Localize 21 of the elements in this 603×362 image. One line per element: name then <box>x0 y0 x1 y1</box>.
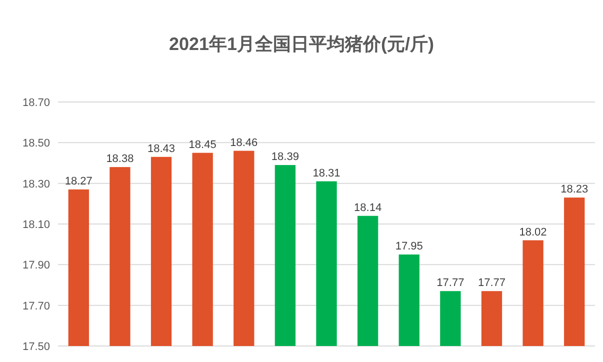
data-label: 18.46 <box>230 136 258 149</box>
y-tick-label: 18.10 <box>22 219 50 231</box>
chart-title: 2021年1月全国日平均猪价(元/斤) <box>168 34 434 54</box>
y-tick-label: 17.90 <box>22 260 50 272</box>
y-tick-label: 17.50 <box>22 341 50 353</box>
data-label: 17.77 <box>478 277 506 290</box>
y-tick-label: 18.70 <box>22 97 50 109</box>
data-label: 18.27 <box>64 175 92 188</box>
data-label: 17.95 <box>395 240 423 252</box>
data-label: 18.14 <box>354 202 382 214</box>
data-label: 18.31 <box>312 167 340 180</box>
data-label: 18.45 <box>188 138 216 151</box>
data-label: 18.43 <box>148 142 176 155</box>
data-label: 18.23 <box>560 184 588 196</box>
data-label: 18.38 <box>106 153 134 166</box>
y-tick-label: 17.70 <box>22 300 50 312</box>
data-label: 17.77 <box>436 277 464 290</box>
y-tick-label: 18.50 <box>22 138 50 150</box>
data-label: 18.02 <box>519 226 547 238</box>
y-tick-label: 18.30 <box>22 178 50 190</box>
data-label: 18.39 <box>271 151 299 164</box>
